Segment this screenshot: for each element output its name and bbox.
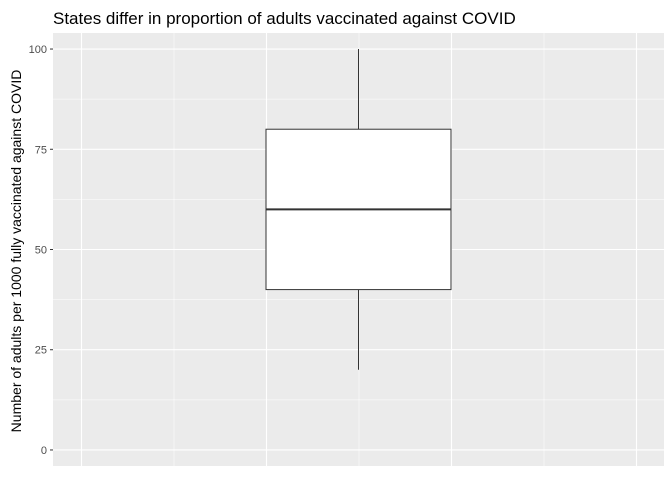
y-tick-label: 50 [35,245,47,257]
y-tick-label: 0 [41,445,47,457]
y-axis: 0 25 50 75 100 [29,44,53,457]
boxplot [265,49,452,370]
y-tick-label: 25 [35,345,47,357]
chart-title: States differ in proportion of adults va… [53,9,516,28]
y-axis-label: Number of adults per 1000 fully vaccinat… [8,70,24,433]
y-tick-label: 100 [29,44,47,56]
y-tick-label: 75 [35,144,47,156]
